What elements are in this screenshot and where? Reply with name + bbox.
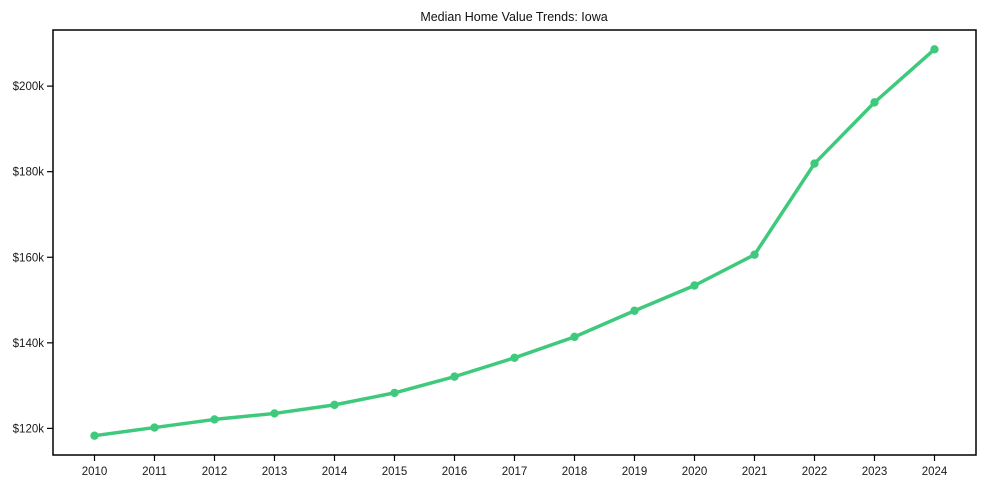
data-point-2013	[270, 409, 279, 418]
x-tick-label: 2015	[382, 466, 408, 478]
data-point-2024	[930, 45, 939, 54]
data-point-2010	[90, 431, 99, 440]
data-point-2018	[570, 332, 579, 342]
x-tick-label: 2020	[682, 466, 708, 478]
plot-area: $120k $140k $160k $180k $200k 2010 2011 2012 201…	[13, 29, 977, 478]
y-tick-label: $180k	[13, 167, 45, 179]
x-tick-label: 2021	[742, 466, 768, 478]
axes-frame	[52, 29, 977, 456]
x-tick-label: 2022	[802, 466, 828, 478]
x-tick-label: 2016	[442, 466, 468, 478]
x-tick-label: 2013	[262, 466, 288, 478]
x-tick-label: 2019	[622, 466, 648, 478]
data-point-2019	[630, 306, 639, 315]
x-tick-label: 2014	[322, 466, 348, 478]
x-tick-label: 2011	[142, 466, 167, 478]
data-point-2017	[510, 353, 519, 363]
x-tick-label: 2018	[562, 466, 588, 478]
data-point-2022	[810, 159, 819, 168]
data-point-2021	[750, 250, 759, 259]
x-tick-label: 2017	[502, 466, 528, 478]
data-point-2012	[210, 415, 219, 424]
chart-title: Median Home Value Trends: Iowa	[420, 10, 607, 24]
x-tick-label: 2012	[202, 466, 228, 478]
y-tick-label: $120k	[13, 423, 45, 435]
data-point-2011	[150, 423, 159, 432]
x-tick-label: 2010	[82, 466, 108, 478]
x-tick-label: 2024	[922, 466, 948, 478]
data-point-2016	[450, 372, 459, 381]
y-tick-label: $160k	[13, 252, 45, 264]
data-point-2015	[390, 388, 399, 398]
y-tick-label: $200k	[13, 81, 45, 93]
trend-line	[92, 47, 937, 438]
x-tick-label: 2023	[862, 466, 888, 478]
y-tick-label: $140k	[13, 338, 45, 350]
data-point-2020	[690, 281, 699, 290]
data-point-2014	[330, 400, 339, 410]
data-point-2023	[870, 98, 879, 107]
